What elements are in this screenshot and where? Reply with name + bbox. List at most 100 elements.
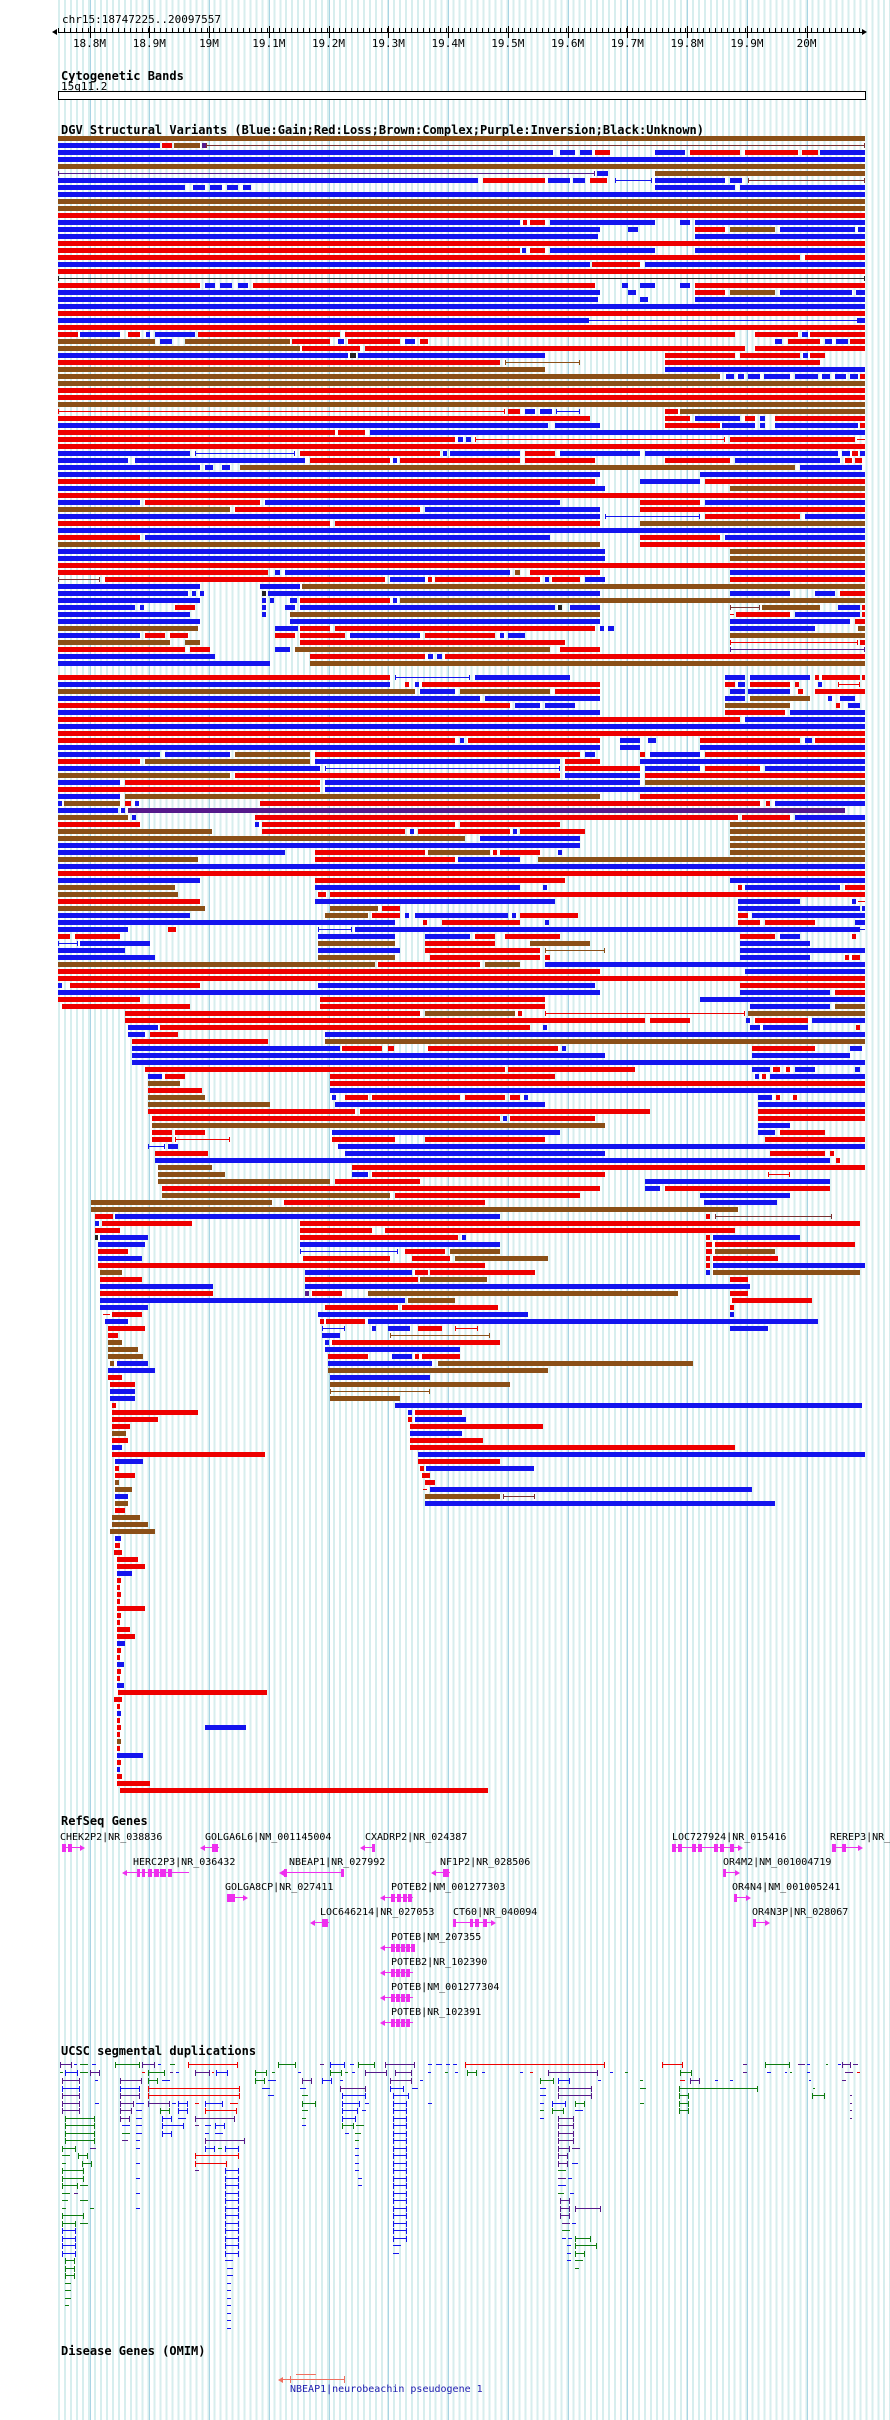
dgv-variant-bar[interactable]: [595, 150, 610, 155]
dgv-variant-bar[interactable]: [112, 1417, 158, 1422]
dgv-variant-bar[interactable]: [58, 892, 178, 897]
dgv-variant-bar[interactable]: [655, 150, 685, 155]
gene-exon-box[interactable]: [168, 1869, 172, 1877]
dgv-variant-bar[interactable]: [58, 948, 125, 953]
dgv-variant-bar[interactable]: [822, 675, 860, 680]
dgv-variant-bar[interactable]: [730, 227, 775, 232]
dgv-variant-bar[interactable]: [112, 1452, 265, 1457]
dgv-variant-bar[interactable]: [170, 633, 188, 638]
dgv-variant-bar[interactable]: [740, 983, 865, 988]
dgv-variant-bar[interactable]: [262, 612, 266, 617]
dgv-variant-bar[interactable]: [125, 1011, 420, 1016]
dgv-variant-bar[interactable]: [135, 801, 139, 806]
segdup-bar-whisker[interactable]: [65, 2268, 75, 2269]
dgv-variant-bar[interactable]: [58, 654, 215, 659]
dgv-variant-bar-whisker[interactable]: [58, 579, 100, 580]
dgv-variant-bar[interactable]: [58, 521, 330, 526]
segdup-bar-whisker[interactable]: [65, 2290, 71, 2291]
dgv-variant-bar-whisker[interactable]: [838, 684, 860, 685]
dgv-variant-bar-whisker[interactable]: [390, 1335, 490, 1336]
dgv-variant-bar[interactable]: [58, 255, 800, 260]
segdup-bar-whisker[interactable]: [136, 2110, 142, 2111]
segdup-bar-whisker[interactable]: [575, 2208, 601, 2209]
dgv-variant-bar[interactable]: [442, 920, 520, 925]
dgv-variant-bar[interactable]: [117, 1662, 124, 1667]
segdup-bar-whisker[interactable]: [62, 2215, 84, 2216]
dgv-variant-bar[interactable]: [58, 591, 188, 596]
dgv-variant-bar[interactable]: [332, 1130, 560, 1135]
segdup-bar-whisker[interactable]: [62, 2200, 68, 2201]
dgv-variant-bar[interactable]: [640, 479, 700, 484]
dgv-variant-bar[interactable]: [105, 577, 385, 582]
dgv-variant-bar[interactable]: [320, 1319, 324, 1324]
segdup-bar-whisker[interactable]: [743, 2064, 747, 2065]
dgv-variant-bar[interactable]: [117, 1627, 130, 1632]
dgv-variant-bar[interactable]: [115, 1494, 128, 1499]
dgv-variant-bar[interactable]: [665, 416, 690, 421]
dgv-variant-bar[interactable]: [108, 1333, 118, 1338]
dgv-variant-bar[interactable]: [845, 955, 849, 960]
segdup-bar-whisker[interactable]: [227, 2268, 233, 2269]
dgv-variant-bar[interactable]: [465, 1095, 505, 1100]
dgv-variant-bar[interactable]: [58, 493, 865, 498]
segdup-bar-whisker[interactable]: [176, 2072, 179, 2073]
dgv-variant-bar[interactable]: [755, 1018, 808, 1023]
dgv-variant-bar[interactable]: [780, 227, 855, 232]
dgv-variant-bar[interactable]: [365, 346, 745, 351]
dgv-variant-bar[interactable]: [845, 885, 865, 890]
dgv-variant-bar[interactable]: [58, 528, 865, 533]
dgv-variant-bar[interactable]: [852, 934, 856, 939]
dgv-variant-bar[interactable]: [108, 1375, 122, 1380]
dgv-variant-bar[interactable]: [420, 339, 428, 344]
dgv-variant-bar[interactable]: [565, 766, 640, 771]
dgv-variant-bar[interactable]: [425, 1494, 500, 1499]
dgv-variant-bar[interactable]: [862, 612, 865, 617]
segdup-bar-whisker[interactable]: [562, 2238, 566, 2239]
dgv-variant-bar[interactable]: [368, 1291, 678, 1296]
dgv-variant-bar[interactable]: [58, 913, 190, 918]
dgv-variant-bar[interactable]: [64, 801, 120, 806]
dgv-variant-bar[interactable]: [758, 1116, 865, 1121]
segdup-bar-whisker[interactable]: [216, 2072, 228, 2073]
segdup-bar-whisker[interactable]: [558, 2148, 570, 2149]
gene-label[interactable]: OR4M2|NM_001004719: [723, 1857, 832, 1868]
dgv-variant-bar[interactable]: [58, 290, 600, 295]
dgv-variant-bar[interactable]: [640, 283, 655, 288]
dgv-variant-bar[interactable]: [174, 143, 200, 148]
dgv-variant-bar[interactable]: [388, 1046, 394, 1051]
dgv-variant-bar[interactable]: [738, 899, 800, 904]
dgv-variant-bar[interactable]: [645, 262, 865, 267]
dgv-variant-bar[interactable]: [115, 1508, 125, 1513]
dgv-variant-bar[interactable]: [110, 1361, 114, 1366]
dgv-variant-bar[interactable]: [112, 1431, 126, 1436]
dgv-variant-bar[interactable]: [58, 990, 600, 995]
dgv-variant-bar[interactable]: [117, 1725, 121, 1730]
dgv-variant-bar[interactable]: [410, 1438, 483, 1443]
dgv-variant-bar[interactable]: [405, 682, 409, 687]
segdup-bar-whisker[interactable]: [809, 2080, 811, 2081]
segdup-bar-whisker[interactable]: [62, 2170, 84, 2171]
segdup-bar-whisker[interactable]: [355, 2170, 359, 2171]
dgv-variant-bar[interactable]: [58, 185, 185, 190]
segdup-bar-whisker[interactable]: [136, 2125, 142, 2126]
segdup-bar-whisker[interactable]: [255, 2072, 267, 2073]
dgv-variant-bar[interactable]: [152, 1137, 172, 1142]
dgv-variant-bar[interactable]: [58, 465, 200, 470]
dgv-variant-bar[interactable]: [318, 1312, 528, 1317]
dgv-variant-bar[interactable]: [290, 598, 297, 603]
gene-label[interactable]: GOLGA6L6|NM_001145004: [205, 1832, 332, 1843]
dgv-variant-bar[interactable]: [110, 1382, 135, 1387]
dgv-variant-bar-whisker[interactable]: [395, 677, 470, 678]
segdup-bar-whisker[interactable]: [853, 2064, 858, 2065]
dgv-variant-bar[interactable]: [745, 885, 840, 890]
dgv-variant-bar[interactable]: [342, 1046, 382, 1051]
dgv-variant-bar[interactable]: [318, 983, 595, 988]
dgv-variant-bar[interactable]: [58, 556, 605, 561]
dgv-variant-bar[interactable]: [255, 815, 738, 820]
dgv-variant-bar[interactable]: [155, 332, 195, 337]
dgv-variant-bar[interactable]: [750, 1025, 760, 1030]
gene-exon-box[interactable]: [692, 1844, 696, 1852]
dgv-variant-bar[interactable]: [382, 906, 400, 911]
dgv-variant-bar[interactable]: [385, 1228, 735, 1233]
dgv-variant-bar[interactable]: [108, 1326, 145, 1331]
